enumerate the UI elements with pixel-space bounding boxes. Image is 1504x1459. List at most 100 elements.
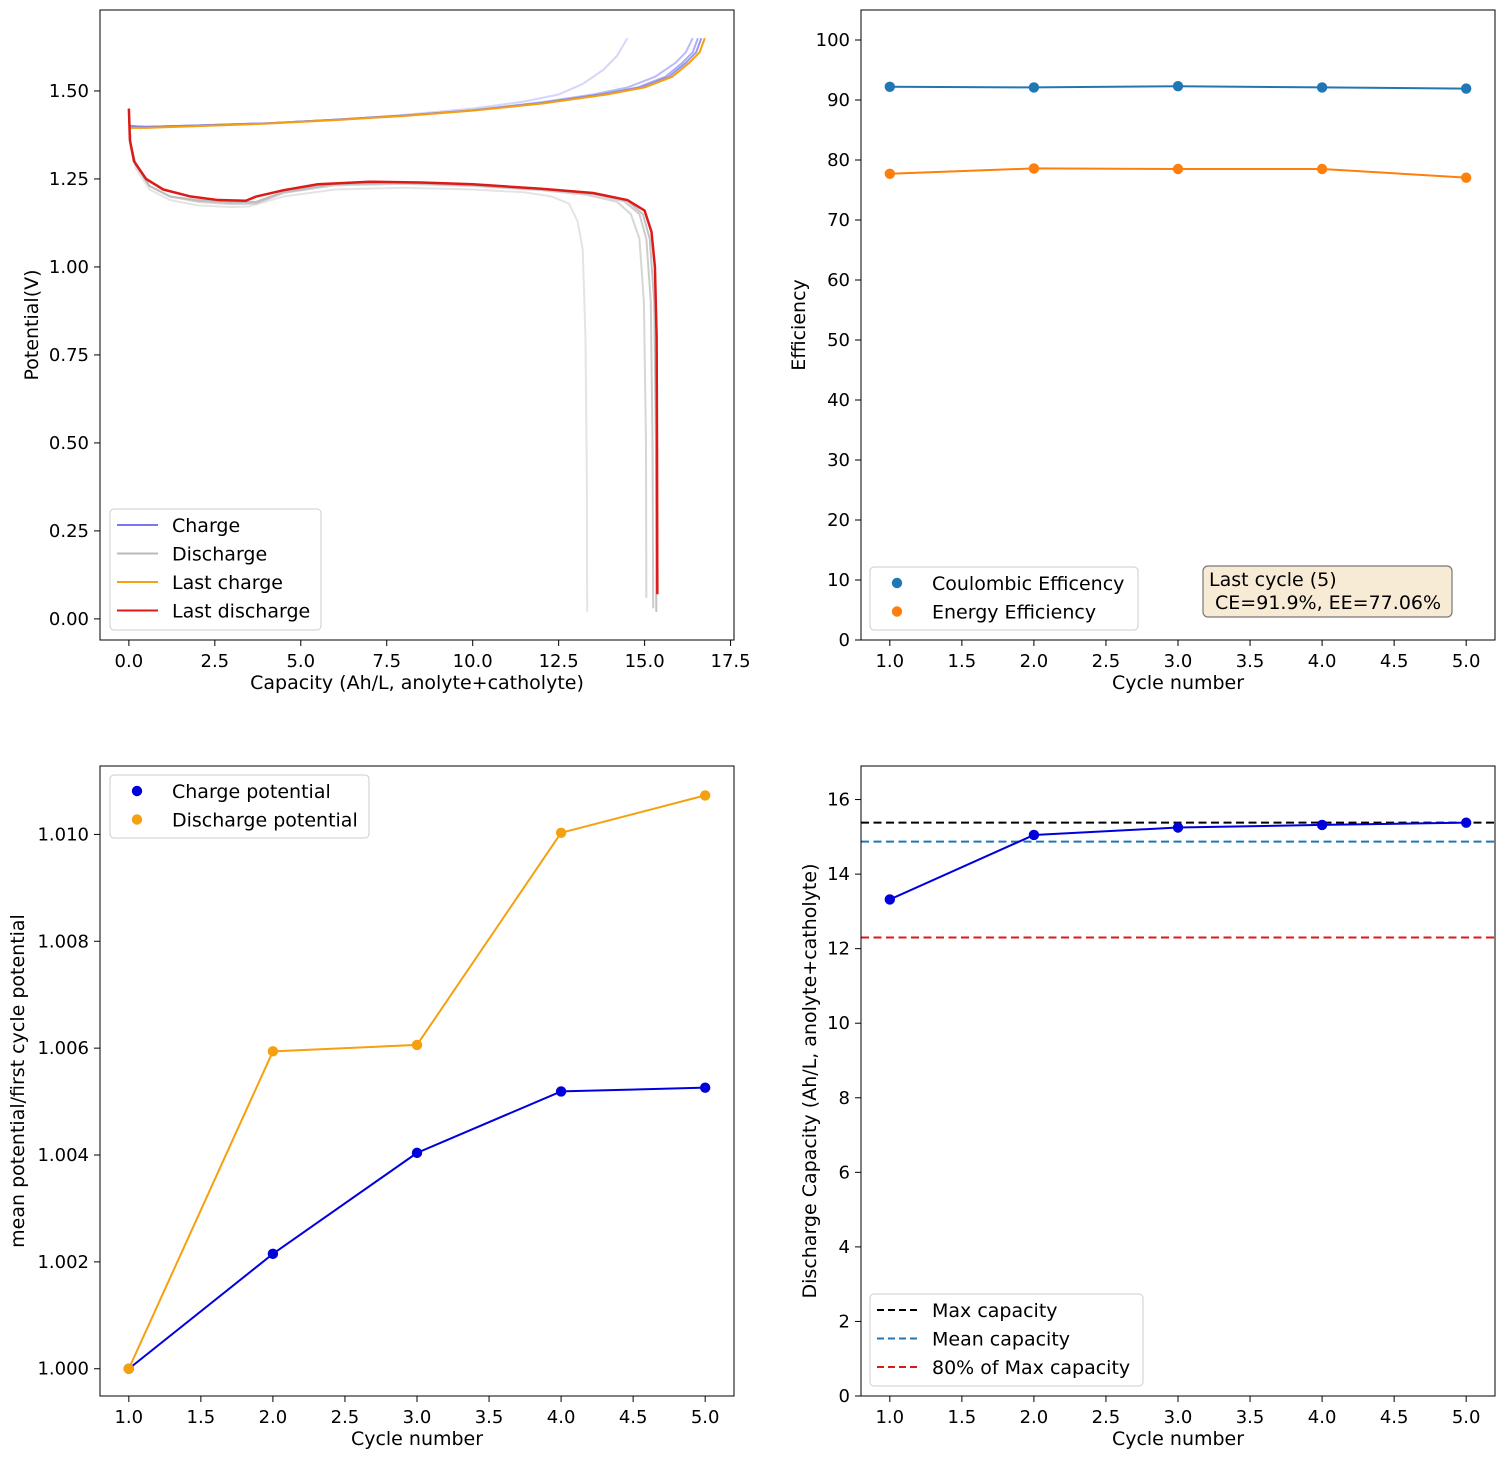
- y-tick-label: 0.25: [49, 521, 89, 542]
- legend: Charge Discharge Last charge Last discharge: [109, 508, 322, 631]
- y-tick-label: 10: [827, 1013, 850, 1034]
- y-tick-label: 1.002: [37, 1252, 89, 1273]
- x-tick-label: 4.5: [619, 1407, 648, 1428]
- x-tick-label: 5.0: [691, 1407, 720, 1428]
- legend-marker-charge-potential: [131, 785, 143, 797]
- y-tick-label: 4: [839, 1237, 850, 1258]
- data-point-energy-efficiency: [1172, 163, 1184, 175]
- legend-label-max-capacity: Max capacity: [932, 1300, 1058, 1322]
- series-line-discharge-potential: [127, 794, 706, 1370]
- y-tick-label: 100: [816, 30, 850, 51]
- data-point-discharge-potential: [555, 827, 567, 838]
- series-line-charge-potential: [128, 1086, 706, 1370]
- y-tick-label: 70: [827, 210, 850, 231]
- x-tick-label: 2.0: [1020, 651, 1049, 672]
- x-tick-label: 12.5: [539, 651, 579, 672]
- annotation-text: Last cycle (5): [1209, 569, 1337, 591]
- x-axis-label: Cycle number: [351, 1428, 483, 1450]
- x-tick-label: 2.5: [201, 651, 230, 672]
- y-axis-label: Efficiency: [788, 279, 810, 371]
- x-axis-label: Cycle number: [1112, 1428, 1244, 1450]
- data-point-charge-potential: [267, 1248, 279, 1260]
- y-tick-label: 80: [827, 150, 850, 171]
- x-tick-label: 1.0: [114, 1407, 143, 1428]
- x-tick-label: 1.0: [875, 651, 904, 672]
- x-tick-label: 2.0: [1020, 1407, 1049, 1428]
- legend-label-80-of-max-capacity: 80% of Max capacity: [932, 1357, 1130, 1379]
- y-tick-label: 12: [827, 939, 850, 960]
- x-tick-label: 3.0: [403, 1407, 432, 1428]
- legend-marker-coulombic-efficency: [891, 577, 903, 589]
- y-tick-label: 0: [839, 630, 850, 651]
- x-tick-label: 2.5: [1092, 651, 1121, 672]
- y-tick-label: 1.004: [37, 1145, 89, 1166]
- y-tick-label: 50: [827, 330, 850, 351]
- y-tick-label: 10: [827, 570, 850, 591]
- axes-frame: [860, 765, 1496, 1397]
- data-point-discharge-capacity: [884, 894, 896, 905]
- x-tick-label: 5.0: [1452, 651, 1481, 672]
- data-point-discharge-capacity: [1316, 819, 1328, 831]
- y-tick-label: 1.25: [49, 169, 89, 190]
- annotation-text: CE=91.9%, EE=77.06%: [1209, 592, 1441, 614]
- data-point-coulombic-efficency: [1316, 82, 1328, 93]
- legend-marker-discharge-potential: [131, 814, 143, 825]
- data-point-coulombic-efficency: [1028, 82, 1040, 93]
- axes-frame: [99, 765, 735, 1397]
- x-tick-label: 3.5: [1236, 1407, 1265, 1428]
- x-tick-label: 2.0: [259, 1407, 288, 1428]
- legend-label-charge-potential: Charge potential: [172, 781, 331, 803]
- y-tick-label: 8: [839, 1088, 850, 1109]
- legend: Coulombic Efficency Energy Efficiency: [869, 566, 1139, 631]
- series-line-last-discharge: [127, 108, 659, 595]
- legend-box: [869, 1293, 1144, 1387]
- chart-panel-efficiency: 1.0 1.5 2.0 2.5 3.0 3.5 4.0 4.5 5.0 0 10 20 30 40 50 60…: [788, 9, 1496, 694]
- data-point-energy-efficiency: [1316, 163, 1328, 175]
- y-tick-label: 40: [827, 390, 850, 411]
- legend-label-energy-efficiency: Energy Efficiency: [932, 602, 1096, 624]
- x-axis-label: Capacity (Ah/L, anolyte+catholyte): [250, 672, 584, 694]
- chart-panel-capacity: 1.0 1.5 2.0 2.5 3.0 3.5 4.0 4.5 5.0 0 2 4 6 8 10 12 14 16…: [799, 765, 1496, 1450]
- plot-area: [884, 81, 1472, 183]
- legend: Max capacity Mean capacity 80% of Max capa…: [869, 1293, 1144, 1387]
- y-axis-label: Potential(V): [21, 269, 43, 380]
- plot-area: [861, 817, 1495, 939]
- y-tick-label: 16: [827, 790, 850, 811]
- x-tick-label: 1.5: [187, 1407, 216, 1428]
- y-tick-label: 6: [839, 1162, 850, 1183]
- x-tick-label: 0.0: [115, 651, 144, 672]
- legend-label-discharge: Discharge: [172, 544, 267, 566]
- data-point-charge-potential: [555, 1086, 567, 1097]
- x-tick-label: 1.0: [875, 1407, 904, 1428]
- x-tick-label: 4.5: [1380, 1407, 1409, 1428]
- legend-label-last-discharge: Last discharge: [172, 601, 310, 623]
- data-point-coulombic-efficency: [1460, 83, 1472, 94]
- x-tick-label: 4.0: [547, 1407, 576, 1428]
- x-tick-label: 17.5: [711, 651, 751, 672]
- x-tick-label: 3.0: [1164, 1407, 1193, 1428]
- legend-box: [109, 508, 322, 631]
- x-tick-label: 10.0: [453, 651, 493, 672]
- x-tick-label: 3.0: [1164, 651, 1193, 672]
- y-tick-label: 2: [839, 1311, 850, 1332]
- y-tick-label: 1.50: [49, 81, 89, 102]
- data-point-energy-efficiency: [1460, 172, 1472, 183]
- data-point-discharge-capacity: [1028, 829, 1040, 841]
- y-tick-label: 60: [827, 270, 850, 291]
- data-point-coulombic-efficency: [1172, 81, 1184, 92]
- x-tick-label: 2.5: [1092, 1407, 1121, 1428]
- x-tick-label: 4.0: [1308, 1407, 1337, 1428]
- data-point-coulombic-efficency: [884, 81, 896, 93]
- legend-label-charge: Charge: [172, 515, 240, 537]
- y-tick-label: 1.008: [37, 931, 89, 952]
- y-axis-label: mean potential/first cycle potential: [7, 914, 29, 1248]
- annotation-box: [1202, 565, 1453, 618]
- x-tick-label: 3.5: [1236, 651, 1265, 672]
- x-tick-label: 4.5: [1380, 651, 1409, 672]
- data-point-charge-potential: [699, 1082, 711, 1093]
- plot-area: [123, 790, 711, 1374]
- x-tick-label: 5.0: [1452, 1407, 1481, 1428]
- y-tick-label: 0.00: [49, 609, 89, 630]
- x-tick-label: 3.5: [475, 1407, 504, 1428]
- legend-label-coulombic-efficency: Coulombic Efficency: [932, 573, 1124, 595]
